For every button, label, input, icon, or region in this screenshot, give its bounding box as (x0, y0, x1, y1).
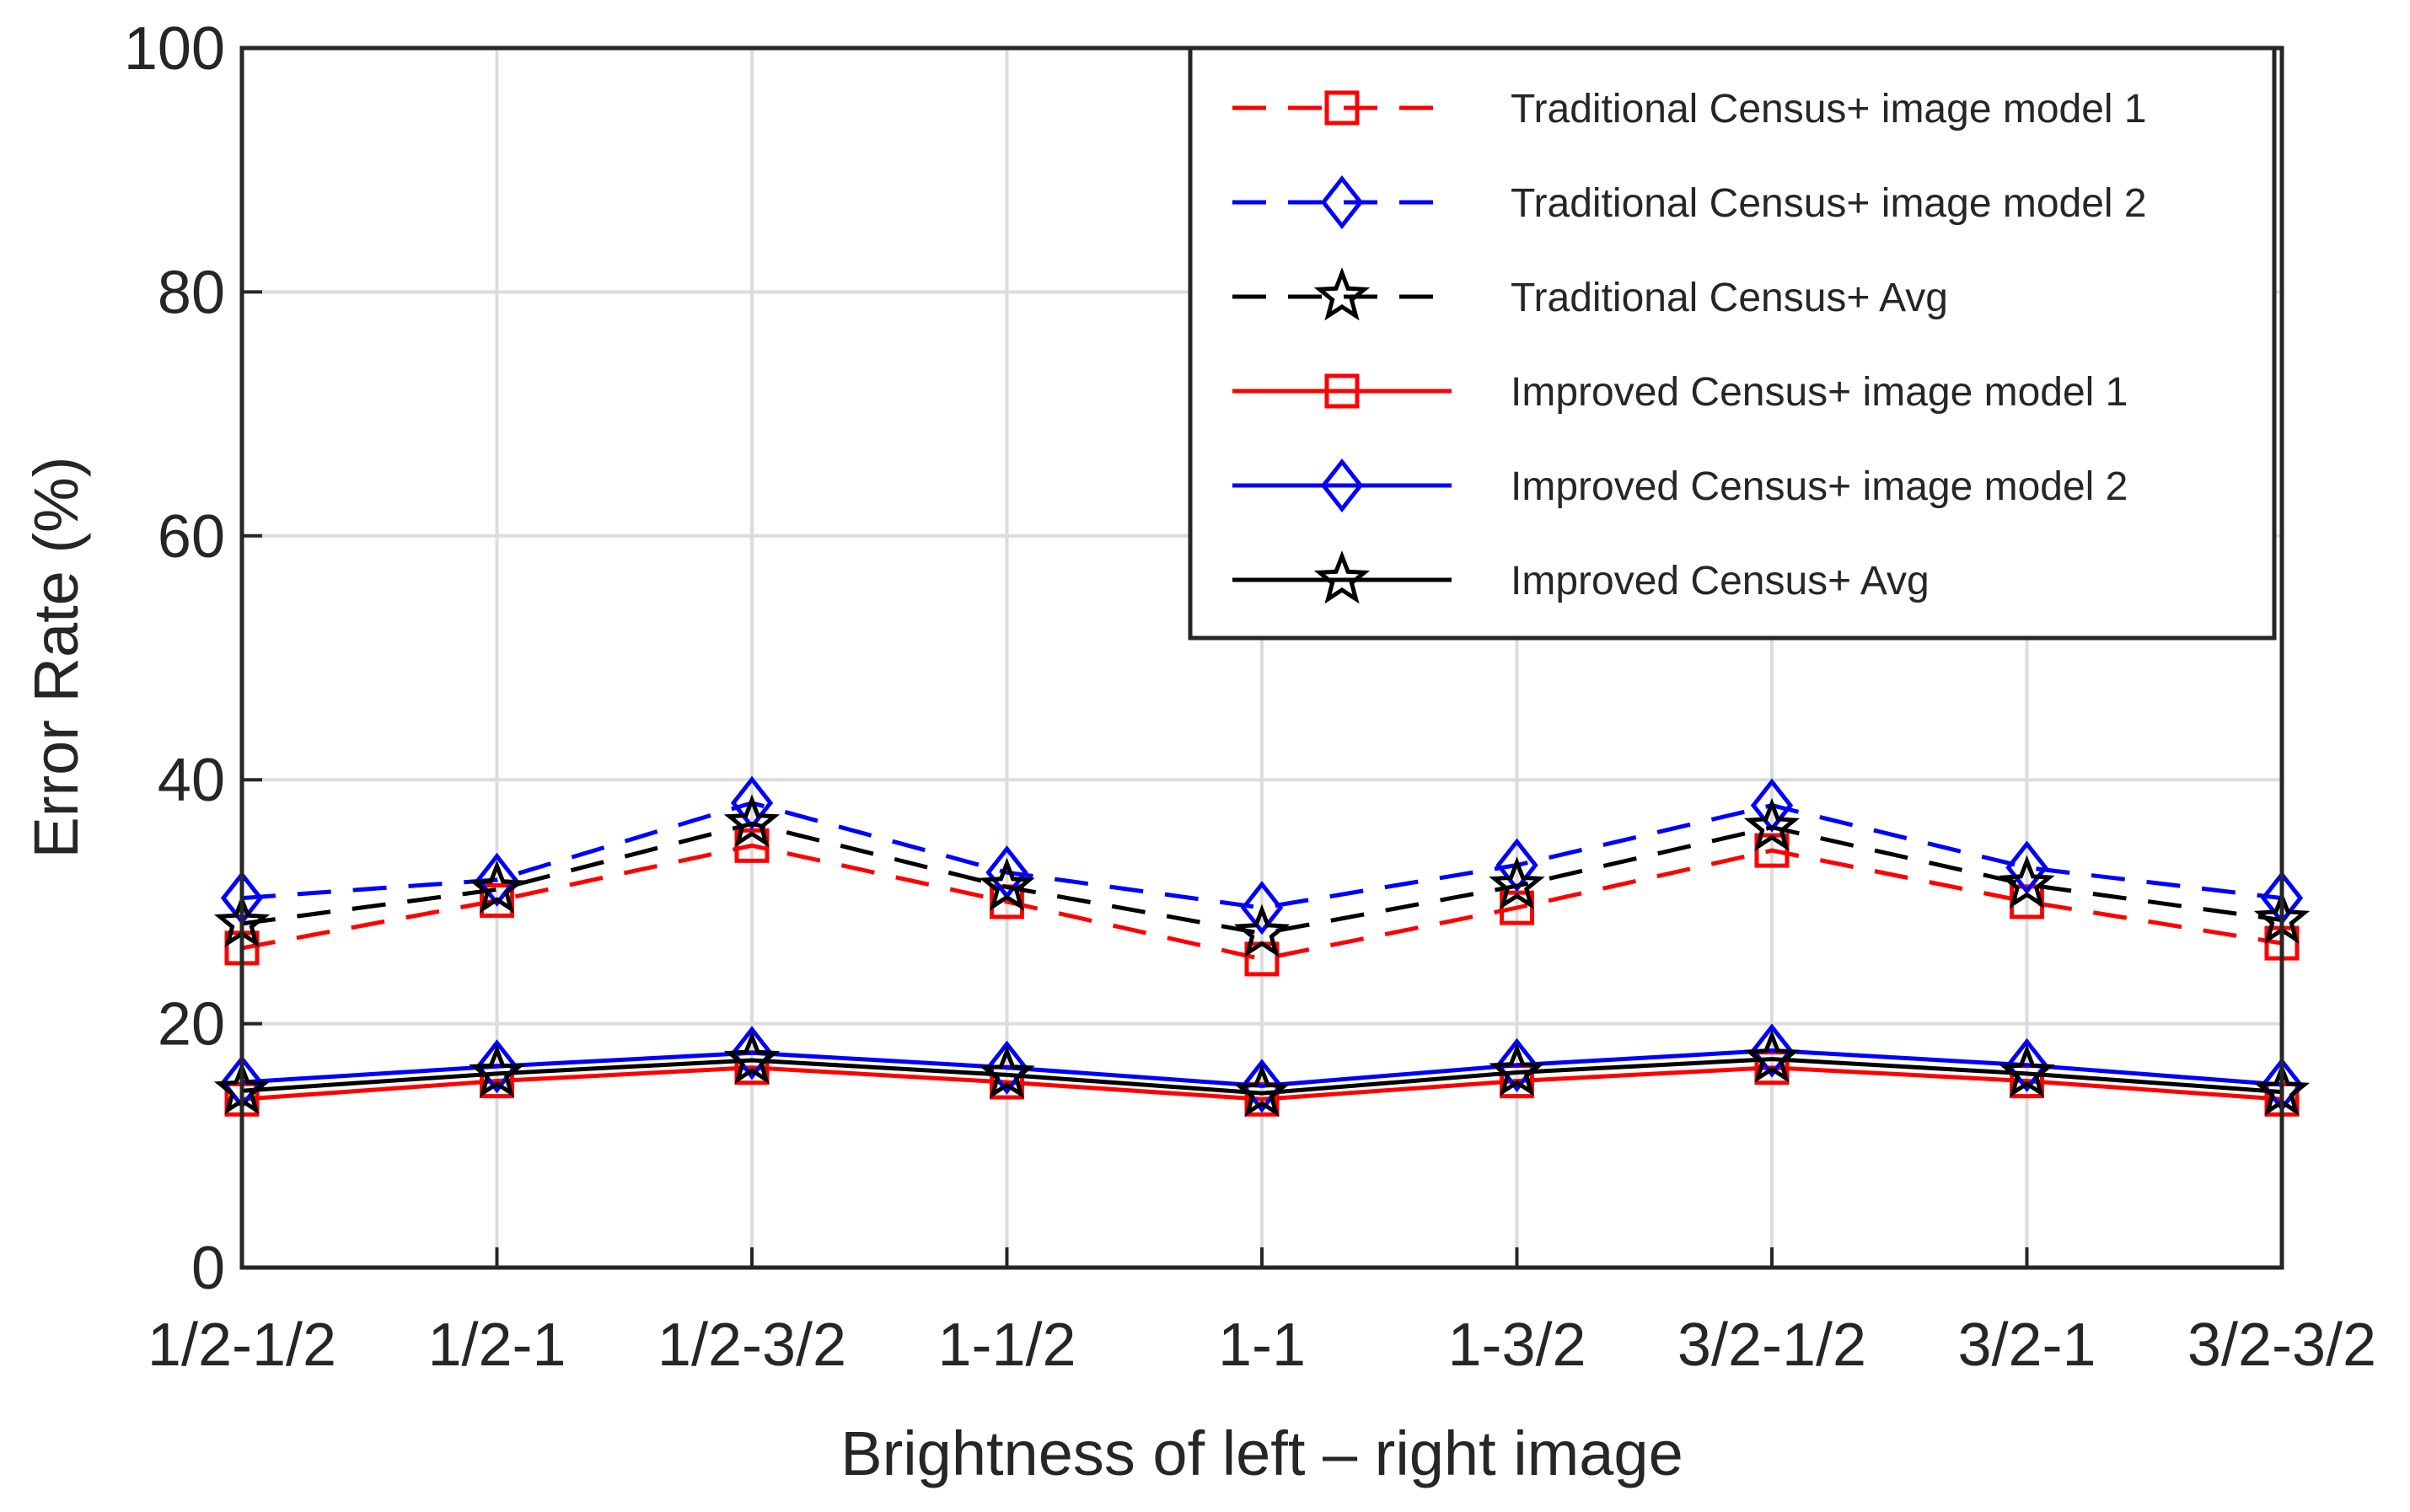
x-tick-label: 1/2-3/2 (658, 1311, 846, 1379)
data-point (1489, 1043, 1545, 1096)
legend-marker (1313, 267, 1371, 321)
data-point (475, 852, 518, 907)
legend-entry: Improved Census+ Avg (1232, 550, 1930, 604)
x-tick-label: 3/2-1/2 (1677, 1311, 1866, 1379)
data-point (979, 857, 1035, 911)
y-tick-label: 0 (191, 1235, 225, 1302)
data-point (1495, 838, 1538, 893)
x-tick-label: 3/2-3/2 (2187, 1311, 2376, 1379)
data-point (730, 1026, 774, 1080)
series-line (241, 1057, 2283, 1096)
series-3 (213, 794, 2311, 957)
legend: Traditional Census+ image model 1 Traditi… (1188, 46, 2277, 641)
data-point (475, 1039, 518, 1094)
data-point (469, 860, 525, 914)
series-line (241, 801, 2283, 910)
data-point (723, 1031, 781, 1085)
legend-label: Improved Census+ Avg (1511, 559, 1930, 603)
data-point (480, 882, 514, 918)
x-axis-label: Brightness of left – right image (840, 1418, 1683, 1488)
x-tick-label: 1/2-1/2 (148, 1311, 336, 1379)
series-line (241, 821, 2283, 936)
x-tick-label: 1-3/2 (1447, 1311, 1586, 1379)
legend-marker (1320, 458, 1364, 513)
legend-entry: Improved Census+ image model 2 (1232, 458, 2128, 513)
series-line (241, 843, 2283, 962)
data-point (1999, 855, 2055, 909)
x-tick-label: 3/2-1 (1957, 1311, 2096, 1379)
y-tick-label: 40 (158, 747, 225, 814)
data-point (1240, 881, 1284, 936)
data-point (1233, 1064, 1291, 1118)
data-point (723, 794, 781, 848)
data-point (2005, 840, 2048, 895)
legend-label: Traditional Census+ image model 1 (1511, 87, 2147, 131)
data-point (730, 775, 774, 830)
series-line (241, 1065, 2283, 1102)
data-point (1999, 1043, 2055, 1098)
legend-box (1188, 46, 2277, 641)
legend-label: Improved Census+ image model 2 (1511, 464, 2128, 509)
data-point (1489, 856, 1545, 910)
legend-marker (1320, 174, 1364, 230)
x-tick-label: 1-1/2 (937, 1311, 1076, 1379)
y-tick-label: 100 (124, 15, 225, 83)
y-tick-label: 60 (158, 503, 225, 571)
y-tick-labels: 0 20 40 60 80 100 (124, 15, 262, 1302)
legend-label: Traditional Census+ image model 2 (1511, 181, 2147, 226)
series-2 (220, 775, 2304, 936)
legend-entry: Traditional Census+ image model 1 (1232, 87, 2147, 131)
data-point (1240, 1059, 1284, 1113)
legend-marker (1324, 373, 1360, 409)
x-tick-label: 1/2-1 (427, 1311, 566, 1379)
y-tick-label: 80 (158, 259, 225, 326)
legend-entry: Traditional Census+ Avg (1232, 267, 1948, 321)
data-point (1743, 1029, 1801, 1083)
data-series (213, 775, 2311, 1118)
data-point (469, 1043, 525, 1098)
legend-entry: Traditional Census+ image model 2 (1232, 174, 2147, 230)
series-6 (213, 1029, 2311, 1118)
legend-marker (1324, 90, 1360, 126)
data-point (2005, 1037, 2048, 1092)
legend-label: Traditional Census+ Avg (1511, 276, 1948, 320)
x-tick-labels: 1/2-1/2 1/2-1 1/2-3/2 1-1/2 1-1 1-3/2 3/2-1/2 3… (148, 1247, 2376, 1379)
data-point (1743, 797, 1801, 851)
data-point (1495, 1037, 1538, 1092)
x-tick-label: 1-1 (1218, 1311, 1306, 1379)
legend-marker (1313, 550, 1371, 604)
legend-label: Improved Census+ image model 1 (1511, 370, 2128, 415)
data-point (1750, 1023, 1794, 1078)
legend-entry: Improved Census+ image model 1 (1232, 370, 2128, 415)
data-point (985, 1040, 1028, 1095)
data-point (979, 1045, 1035, 1099)
y-axis-label: Error Rate (%) (21, 457, 91, 859)
data-point (1233, 903, 1291, 957)
series-line (241, 1048, 2283, 1088)
y-tick-label: 20 (158, 991, 225, 1059)
